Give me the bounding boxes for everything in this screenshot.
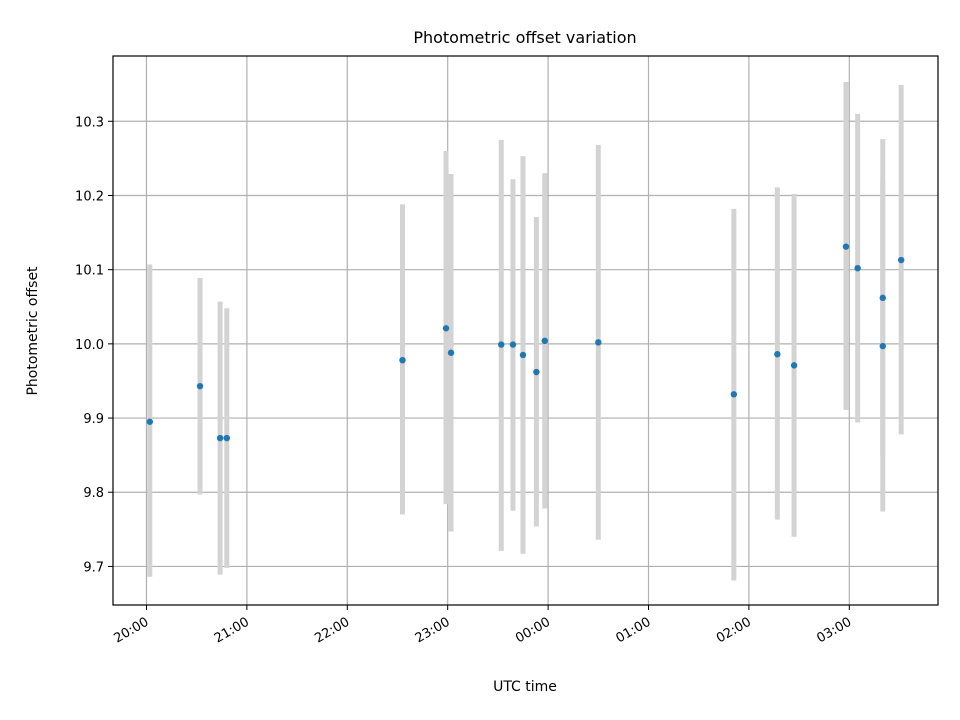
data-point [842,243,850,250]
y-tick-label: 10.1 [75,264,104,279]
data-point [447,349,455,356]
data-point [897,256,905,264]
data-point [879,342,886,350]
y-tick-label: 10.0 [75,338,104,353]
data-point [854,264,861,272]
data-point [790,362,798,369]
data-point [399,356,406,364]
data-point [196,382,204,390]
data-point [509,341,517,348]
data-point [498,341,505,348]
y-tick-label: 9.9 [83,412,104,427]
data-point [595,339,602,346]
grid [113,56,938,605]
data-point [442,325,450,332]
data-points [146,243,905,442]
data-point [146,418,154,425]
data-point [533,368,540,376]
x-axis-label: UTC time [493,679,557,695]
data-point [541,337,548,345]
plot-frame [112,55,939,606]
data-point [216,434,224,442]
data-point [730,391,738,398]
y-tick-label: 10.2 [75,189,104,204]
data-point [223,434,230,442]
y-tick-label: 10.3 [75,115,104,130]
data-point [879,294,886,302]
data-point [519,351,527,359]
y-axis-label: Photometric offset [25,266,41,396]
data-point [774,351,781,358]
y-tick-label: 9.8 [83,486,104,501]
y-tick-label: 9.7 [83,560,104,575]
chart-title: Photometric offset variation [413,28,636,47]
